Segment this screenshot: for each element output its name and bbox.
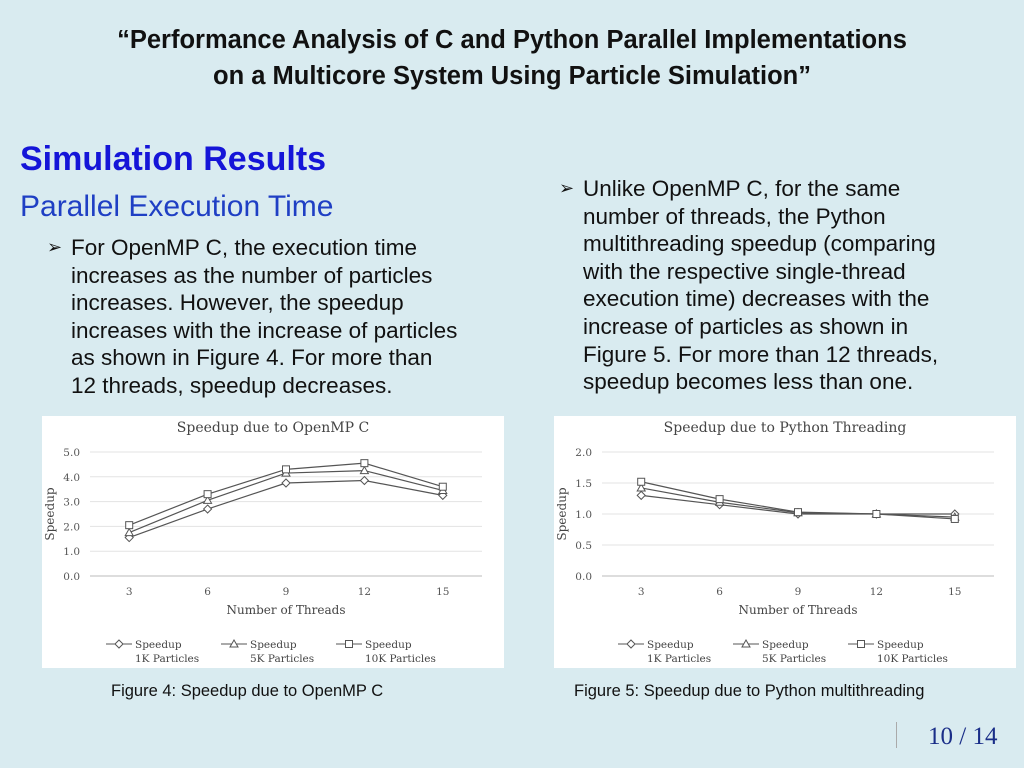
y-tick-label: 2.0 [575,447,592,459]
x-axis-label: Number of Threads [227,603,346,617]
square-marker [360,459,369,468]
legend-label: 5K Particles [762,653,826,665]
legend-label: 10K Particles [877,653,948,665]
legend-label: 1K Particles [135,653,199,665]
square-marker [438,482,447,491]
square-marker [950,514,959,523]
bullet-right: ➢ Unlike OpenMP C, for the same number o… [559,175,1003,396]
legend-label: Speedup [135,639,182,651]
x-tick-label: 15 [436,586,449,598]
chart-svg: Speedup due to Python Threading 0.0 0.5 1.0… [555,420,994,665]
slide-title: “Performance Analysis of C and Python Pa… [0,22,1024,94]
square-marker [203,490,212,499]
chart-title: Speedup due to Python Threading [664,420,907,436]
arrow-bullet-icon: ➢ [559,178,575,198]
y-tick-label: 1.0 [575,509,592,521]
triangle-marker [229,638,239,648]
legend-label: 10K Particles [365,653,436,665]
diamond-marker [636,490,646,501]
bullet-line: increases with the increase of particles [71,317,458,343]
triangle-marker [124,527,135,537]
y-tick-label: 0.5 [575,540,592,552]
bullet-line: number of threads, the Python [583,203,886,229]
x-tick-label: 6 [204,586,211,598]
y-tick-label: 2.0 [63,521,80,533]
square-marker [345,640,353,648]
y-tick-label: 0.0 [575,571,592,583]
section-title: Simulation Results [20,140,327,178]
y-axis-label: Speedup [43,487,57,541]
x-tick-label: 6 [716,586,723,598]
legend-label: Speedup [762,639,809,651]
triangle-marker [636,482,647,492]
square-marker [125,521,134,530]
diamond-marker [202,504,213,514]
x-tick-label: 12 [870,586,883,598]
page-number-divider [896,722,897,748]
bullet-line: multithreading speedup (comparing [583,231,936,257]
y-tick-label: 4.0 [63,472,80,484]
series-line [128,479,443,539]
x-tick-label: 9 [795,586,802,598]
x-tick-label: 3 [126,586,133,598]
bullet-line: speedup becomes less than one. [583,369,914,395]
triangle-marker [741,638,751,648]
square-marker [637,477,646,486]
y-tick-label: 5.0 [63,447,80,459]
bullet-line: as shown in Figure 4. For more than [71,345,433,371]
triangle-marker [202,495,213,504]
chart-title: Speedup due to OpenMP C [177,420,369,436]
diamond-marker [114,639,124,649]
square-marker [872,510,881,518]
slide-title-line2: on a Multicore System Using Particle Sim… [213,62,811,90]
square-marker [857,640,865,648]
y-tick-label: 1.5 [575,478,592,490]
figure-caption-right: Figure 5: Speedup due to Python multithr… [574,682,925,700]
diamond-marker [359,475,370,486]
x-tick-label: 12 [358,586,371,598]
square-marker [282,465,290,474]
bullet-line: increases as the number of particles [71,262,433,288]
slide-title-line1: “Performance Analysis of C and Python Pa… [117,26,907,54]
y-axis-label: Speedup [555,487,569,541]
figure-caption-left: Figure 4: Speedup due to OpenMP C [111,682,384,700]
square-marker [715,495,724,504]
bullet-line: Unlike OpenMP C, for the same [583,176,901,201]
diamond-marker [626,639,636,649]
chart-openmp-speedup: Speedup due to OpenMP C 0.0 1.0 2.0 3.0 4.0 5.… [42,416,504,668]
bullet-line: increase of particles as shown in [583,313,909,339]
x-axis-label: Number of Threads [739,603,858,617]
x-tick-label: 9 [283,586,290,598]
chart-svg: Speedup due to OpenMP C 0.0 1.0 2.0 3.0 4.0 5.… [43,420,482,665]
chart-python-speedup: Speedup due to Python Threading 0.0 0.5 1.0… [554,416,1016,668]
subsection-title: Parallel Execution Time [20,190,334,223]
bullet-line: For OpenMP C, the execution time [71,235,417,260]
page-number: 10 / 14 [928,723,998,750]
legend-label: 1K Particles [647,653,711,665]
square-marker [794,508,802,517]
bullet-line: increases. However, the speedup [71,290,404,316]
y-tick-label: 1.0 [63,546,80,558]
triangle-marker [359,465,370,475]
y-tick-label: 0.0 [63,571,80,583]
x-tick-label: 3 [638,586,645,598]
y-tick-label: 3.0 [63,497,80,509]
legend-label: 5K Particles [250,653,314,665]
bullet-line: with the respective single-thread [583,258,906,284]
legend-label: Speedup [877,639,924,651]
arrow-bullet-icon: ➢ [47,237,63,257]
legend-label: Speedup [365,639,412,651]
legend-label: Speedup [250,639,297,651]
bullet-line: execution time) decreases with the [583,286,930,312]
bullet-line: 12 threads, speedup decreases. [71,372,393,398]
diamond-marker [281,478,291,488]
legend-label: Speedup [647,639,694,651]
bullet-left: ➢ For OpenMP C, the execution time incre… [47,234,521,400]
bullet-line: Figure 5. For more than 12 threads, [583,341,939,367]
x-tick-label: 15 [948,586,961,598]
